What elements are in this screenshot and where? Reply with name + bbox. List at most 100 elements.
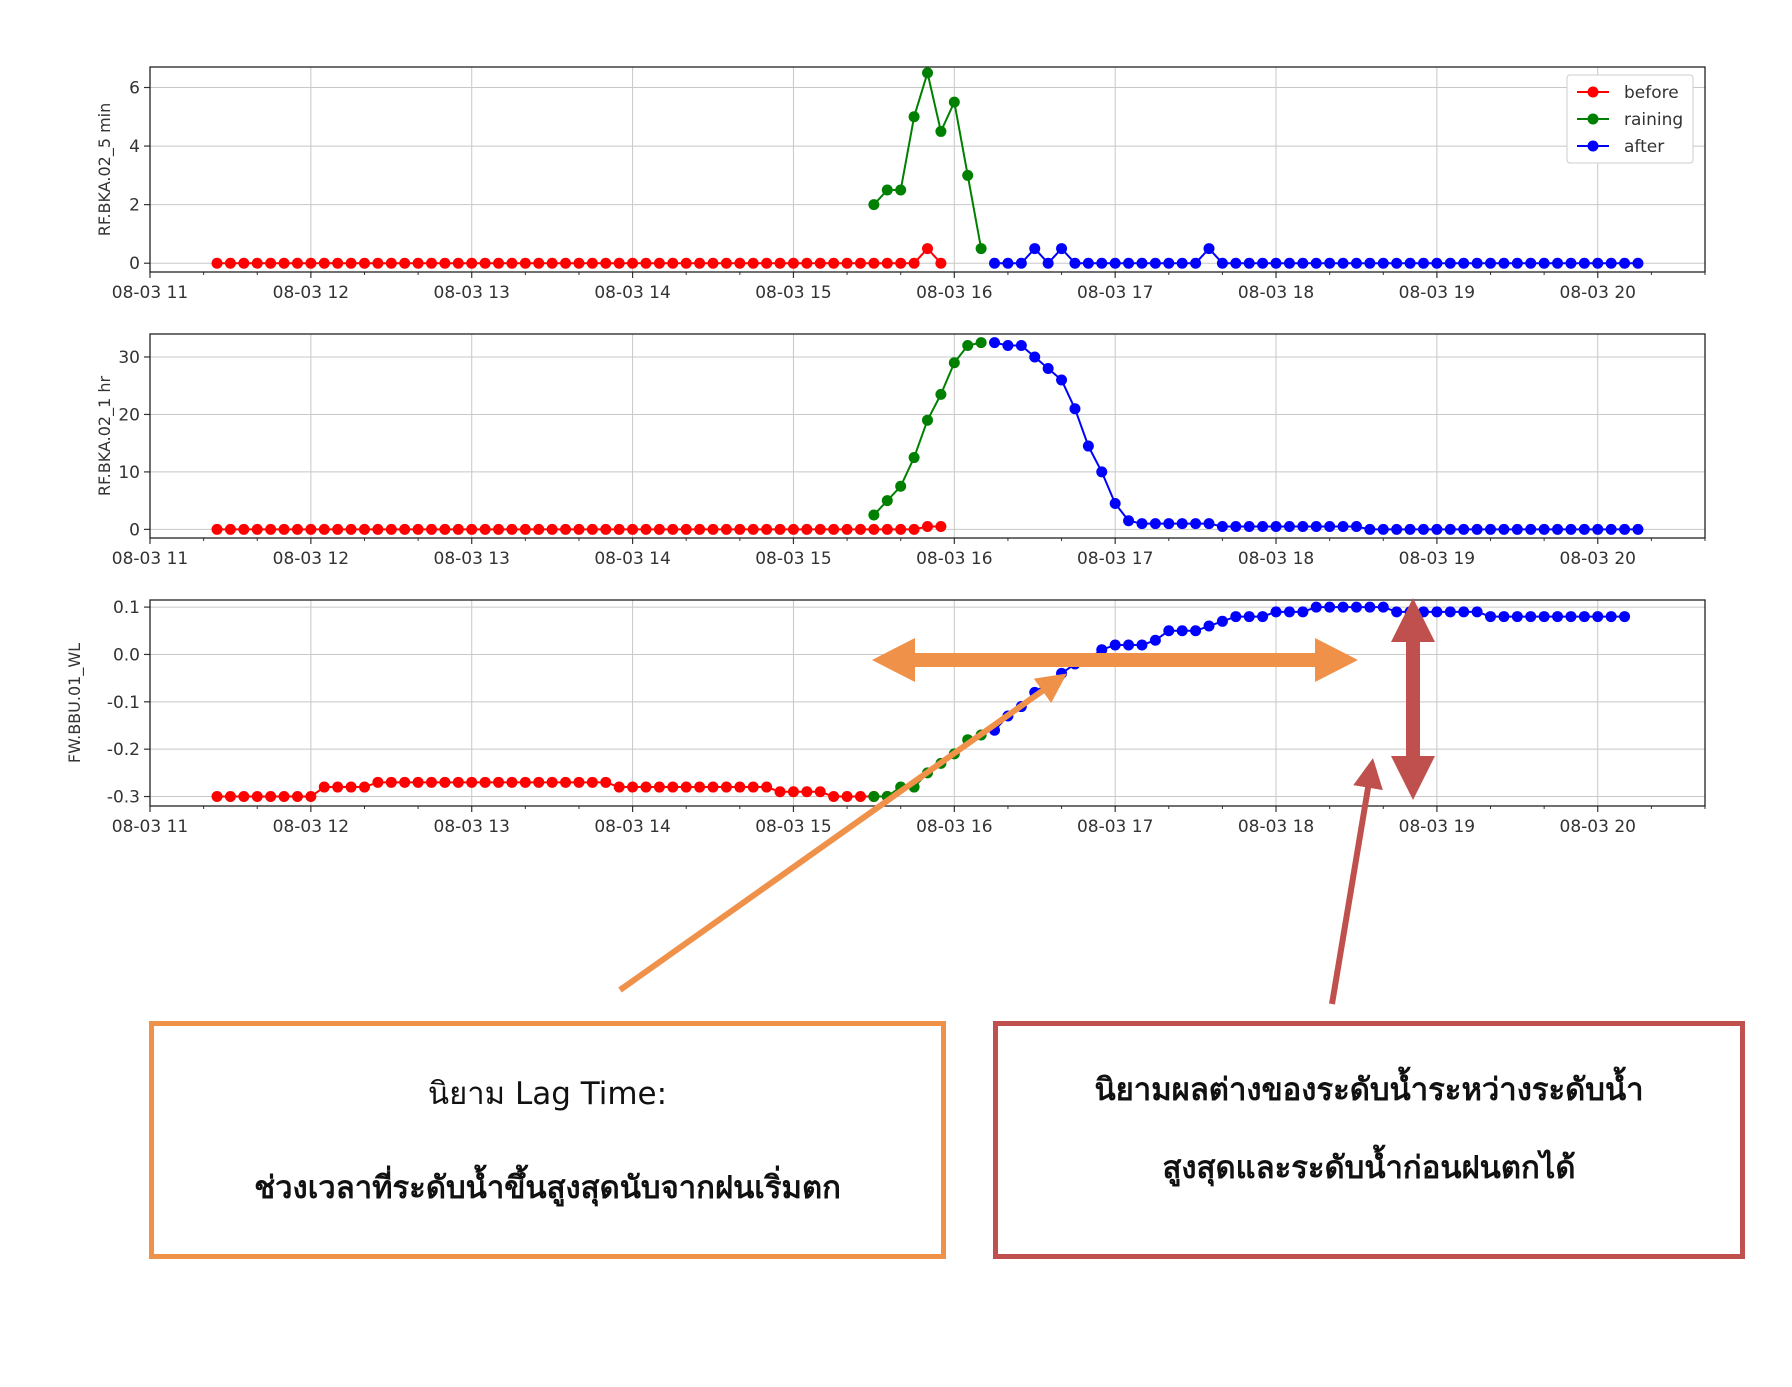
data-point-after: [1605, 257, 1617, 269]
data-point-after: [1498, 523, 1510, 535]
data-point-before: [211, 523, 223, 535]
data-point-before: [560, 523, 572, 535]
data-point-before: [734, 257, 746, 269]
data-point-after: [1431, 523, 1443, 535]
data-point-after: [1203, 518, 1215, 530]
data-point-raining: [975, 337, 987, 349]
data-point-before: [519, 523, 531, 535]
data-point-after: [1257, 611, 1269, 623]
data-point-after: [1082, 257, 1094, 269]
plot-frame: [149, 66, 1706, 273]
data-point-after: [1337, 257, 1349, 269]
data-point-before: [493, 776, 505, 788]
data-point-before: [345, 257, 357, 269]
data-point-before: [828, 791, 840, 803]
data-point-before: [734, 523, 746, 535]
x-tick-label: 08-03 13: [434, 549, 510, 569]
data-point-after: [1525, 611, 1537, 623]
data-point-before: [278, 791, 290, 803]
data-point-before: [841, 257, 853, 269]
x-tick-label: 08-03 15: [755, 549, 831, 569]
level-difference-line-2: สูงสุดและระดับน้ำก่อนฝนตกได้: [1162, 1150, 1576, 1186]
x-tick-label: 08-03 20: [1560, 817, 1636, 837]
data-point-after: [1149, 634, 1161, 646]
data-point-raining: [962, 339, 974, 351]
data-point-before: [560, 257, 572, 269]
data-point-before: [680, 781, 692, 793]
data-point-after: [1377, 257, 1389, 269]
data-point-after: [1216, 257, 1228, 269]
data-point-before: [922, 243, 933, 255]
level-difference-double-arrow: [1391, 598, 1435, 800]
data-point-after: [1136, 639, 1148, 651]
y-tick-label: -0.2: [107, 740, 140, 760]
plot-frame: [149, 599, 1706, 807]
data-point-after: [1538, 523, 1550, 535]
data-point-after: [1431, 257, 1443, 269]
data-point-before: [761, 781, 773, 793]
data-point-raining: [895, 184, 907, 196]
data-point-after: [1391, 606, 1403, 618]
data-point-after: [1578, 611, 1590, 623]
data-point-before: [653, 523, 665, 535]
data-point-before: [653, 257, 665, 269]
y-tick-label: 6: [129, 79, 140, 99]
data-point-after: [1230, 611, 1242, 623]
data-point-before: [452, 776, 464, 788]
data-point-before: [814, 257, 826, 269]
data-point-before: [573, 523, 585, 535]
data-point-after: [1163, 257, 1175, 269]
data-point-after: [1015, 257, 1027, 269]
level-difference-line-1: นิยามผลต่างของระดับน้ำระหว่างระดับน้ำ: [1094, 1072, 1644, 1108]
data-point-after: [1310, 521, 1322, 533]
data-point-after: [1458, 257, 1470, 269]
data-point-after: [1377, 601, 1389, 613]
data-point-after: [1283, 606, 1295, 618]
chart-rf-5min: 08-03 11 08-03 12 08-03 13 08-03 14 08-03 15…: [95, 66, 1706, 303]
data-point-before: [265, 523, 277, 535]
data-point-before: [720, 257, 732, 269]
data-point-before: [399, 776, 411, 788]
data-point-before: [519, 257, 531, 269]
data-point-before: [399, 257, 411, 269]
level-difference-definition-box: นิยามผลต่างของระดับน้ำระหว่างระดับน้ำ สู…: [993, 1021, 1745, 1259]
x-tick-label: 08-03 15: [755, 817, 831, 837]
data-point-after: [1431, 606, 1443, 618]
data-point-before: [305, 257, 317, 269]
y-tick-label: 2: [129, 196, 140, 216]
data-point-after: [1283, 521, 1295, 533]
data-point-before: [533, 523, 545, 535]
data-point-before: [747, 523, 759, 535]
data-point-after: [1538, 257, 1550, 269]
data-point-after: [1632, 523, 1644, 535]
data-point-before: [801, 523, 813, 535]
data-point-before: [479, 523, 491, 535]
data-point-before: [694, 523, 706, 535]
x-tick-label: 08-03 14: [594, 817, 670, 837]
data-point-after: [1203, 243, 1215, 255]
data-point-after: [1391, 523, 1403, 535]
data-point-after: [1391, 257, 1403, 269]
data-point-before: [265, 257, 277, 269]
data-point-after: [1458, 523, 1470, 535]
data-point-before: [506, 523, 518, 535]
data-point-after: [1056, 374, 1068, 386]
data-point-before: [358, 523, 370, 535]
data-point-before: [627, 523, 639, 535]
data-point-before: [787, 257, 799, 269]
data-point-before: [493, 523, 505, 535]
data-point-after: [1123, 257, 1135, 269]
data-point-after: [1297, 257, 1309, 269]
data-point-before: [680, 523, 692, 535]
data-point-after: [1109, 639, 1121, 651]
data-point-raining: [922, 67, 933, 79]
data-point-before: [533, 776, 545, 788]
data-point-after: [1069, 257, 1081, 269]
data-point-before: [291, 523, 303, 535]
data-point-after: [1417, 257, 1429, 269]
data-point-raining: [908, 452, 920, 464]
data-point-before: [332, 257, 344, 269]
data-point-before: [251, 791, 263, 803]
data-point-after: [1444, 257, 1456, 269]
data-point-before: [385, 776, 397, 788]
